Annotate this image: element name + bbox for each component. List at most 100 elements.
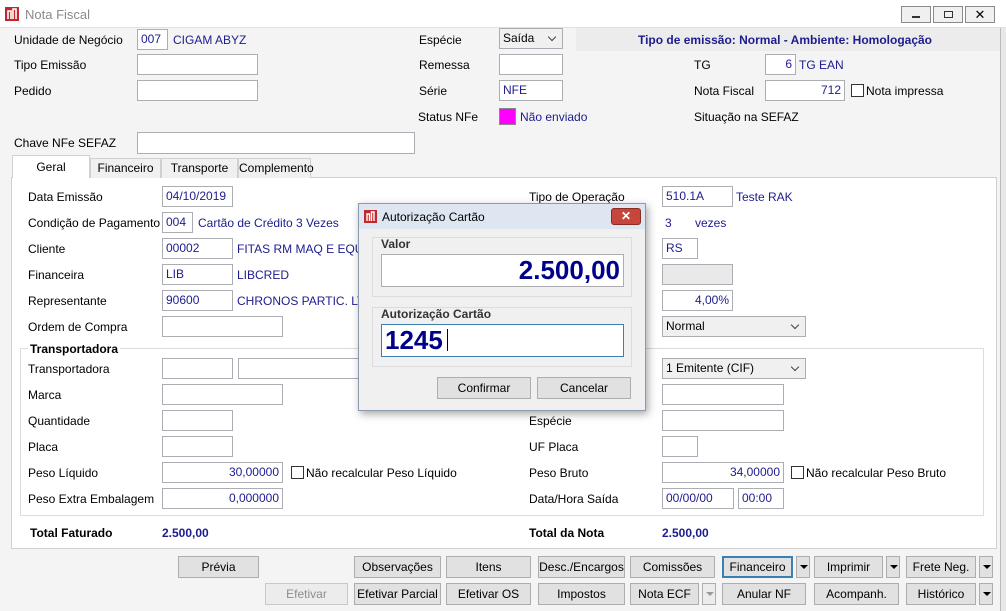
button[interactable]: Observações (354, 556, 441, 578)
button[interactable]: Imprimir (814, 556, 883, 578)
tab[interactable]: Complemento (238, 158, 314, 178)
label: Espécie (529, 414, 572, 428)
input[interactable]: 6 (765, 54, 796, 75)
window-edge (1000, 28, 1006, 611)
label: Financeira (28, 268, 85, 282)
input[interactable]: 712 (765, 80, 845, 101)
tab[interactable]: Financeiro (90, 158, 161, 178)
group-box (372, 307, 632, 367)
dropdown-button[interactable] (979, 556, 993, 578)
select[interactable]: Saída (499, 28, 563, 49)
close-button[interactable]: ✕ (965, 6, 995, 23)
dialog-close[interactable]: ✕ (611, 208, 641, 225)
text: LIBCRED (237, 268, 290, 282)
checkbox[interactable] (791, 466, 804, 479)
input[interactable] (137, 132, 415, 154)
label: Peso Extra Embalagem (28, 492, 155, 506)
restore-button[interactable] (933, 6, 963, 23)
button[interactable]: Histórico (906, 583, 976, 605)
label: Situação na SEFAZ (694, 110, 799, 124)
button[interactable]: Prévia (178, 556, 259, 578)
checkbox[interactable] (851, 84, 864, 97)
checkbox-label: Não recalcular Peso Líquido (306, 466, 457, 480)
minimize-button[interactable] (901, 6, 931, 23)
input[interactable]: LIB (162, 264, 233, 285)
button[interactable]: Acompanh. (814, 583, 899, 605)
dropdown-button[interactable] (886, 556, 900, 578)
label: Série (419, 84, 448, 98)
input[interactable] (162, 358, 233, 379)
input[interactable]: RS (662, 238, 698, 259)
text: Não enviado (520, 110, 588, 124)
input[interactable]: 00002 (162, 238, 233, 259)
app-icon (5, 7, 19, 21)
text-cursor (447, 329, 448, 351)
total-label: Total da Nota (529, 526, 605, 540)
text: Cartão de Crédito 3 Vezes (198, 216, 339, 230)
input[interactable] (162, 316, 283, 337)
select[interactable]: 1 Emitente (CIF) (662, 358, 806, 379)
window-title: Nota Fiscal (25, 7, 91, 22)
button[interactable]: Financeiro (722, 556, 793, 578)
label: Remessa (419, 58, 470, 72)
button[interactable]: Nota ECF (630, 583, 699, 605)
label: Espécie (419, 33, 462, 47)
app-icon (364, 210, 377, 223)
button: Efetivar (265, 583, 348, 605)
button[interactable]: Frete Neg. (906, 556, 976, 578)
label: Quantidade (28, 414, 91, 428)
input[interactable]: 30,00000 (162, 462, 283, 483)
dropdown-button[interactable] (796, 556, 810, 578)
input[interactable]: 90600 (162, 290, 233, 311)
input[interactable] (662, 410, 784, 431)
input[interactable]: 04/10/2019 (162, 186, 233, 207)
input[interactable] (137, 54, 258, 75)
input[interactable]: 510.1A (662, 186, 733, 207)
label: Cliente (28, 242, 66, 256)
input[interactable]: 00:00 (738, 488, 784, 509)
input[interactable]: 0,000000 (162, 488, 283, 509)
total-value: 2.500,00 (662, 526, 709, 540)
dropdown-button (702, 583, 716, 605)
input[interactable]: 4,00% (662, 290, 733, 311)
dropdown-button[interactable] (979, 583, 993, 605)
input[interactable]: 34,00000 (662, 462, 784, 483)
input[interactable]: 00/00/00 (662, 488, 734, 509)
checkbox-label: Não recalcular Peso Bruto (806, 466, 947, 480)
input[interactable]: NFE (499, 80, 563, 101)
button[interactable]: Cancelar (537, 377, 631, 399)
label: Tipo Emissão (14, 58, 87, 72)
button[interactable]: Comissões (630, 556, 715, 578)
input[interactable] (162, 410, 233, 431)
input[interactable] (499, 54, 563, 75)
button[interactable]: Desc./Encargos (538, 556, 625, 578)
input[interactable] (162, 384, 283, 405)
select[interactable]: Normal (662, 316, 806, 337)
input[interactable] (162, 436, 233, 457)
button[interactable]: Impostos (538, 583, 625, 605)
button[interactable]: Efetivar OS (446, 583, 531, 605)
group-box (372, 237, 632, 297)
button[interactable]: Confirmar (437, 377, 531, 399)
input[interactable]: 007 (137, 29, 168, 50)
input (662, 264, 733, 285)
label: TG (694, 58, 711, 72)
label: Chave NFe SEFAZ (14, 136, 117, 150)
input[interactable] (662, 436, 698, 457)
button[interactable]: Efetivar Parcial (354, 583, 441, 605)
button[interactable]: Itens (446, 556, 531, 578)
input[interactable]: 1245 (381, 324, 624, 357)
label: Nota Fiscal (694, 84, 755, 98)
input[interactable]: 2.500,00 (381, 254, 624, 287)
label: Ordem de Compra (28, 320, 128, 334)
input[interactable]: 004 (162, 212, 193, 233)
input[interactable] (137, 80, 258, 101)
label: Placa (28, 440, 59, 454)
button[interactable]: Anular NF (722, 583, 806, 605)
tab[interactable]: Geral (12, 155, 90, 178)
text: Teste RAK (736, 190, 793, 204)
checkbox[interactable] (291, 466, 304, 479)
tab[interactable]: Transporte (161, 158, 238, 178)
input[interactable] (662, 384, 784, 405)
text: vezes (695, 216, 727, 230)
